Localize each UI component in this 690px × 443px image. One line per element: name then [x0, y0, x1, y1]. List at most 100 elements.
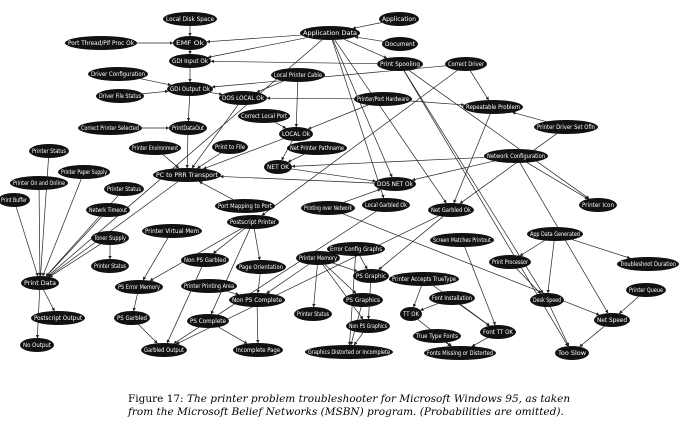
edge-application-to-application_data: [352, 22, 382, 30]
node-screen-matches-printout: Screen Matches Printout: [430, 233, 494, 247]
node-incomplete-page: Incomplete Page: [233, 343, 283, 357]
node-printer-driver-settings: Printer Driver Set Ofln: [534, 120, 598, 134]
edge-net_garbled-to-ps_graphic_a: [378, 216, 444, 270]
node-label: Net Garbled Ok: [431, 207, 471, 214]
node-tt-ok: TT OK: [400, 307, 422, 321]
node-label: Toner Supply: [93, 235, 126, 242]
edge-font_installation-to-tt_ok: [420, 303, 438, 311]
node-ellipse: [212, 140, 248, 154]
node-gdi-output-ok: GDI Output Ok: [167, 82, 213, 96]
node-garbled-output: Garbled Output: [141, 343, 187, 357]
node-correct-driver: Correct Driver: [445, 57, 487, 71]
node-ellipse: [389, 272, 459, 286]
node-postscript-output: Postscript Output: [31, 311, 85, 325]
node-ellipse: [233, 343, 283, 357]
edge-printer_printing_area-to-non_ps_complete: [227, 290, 240, 296]
node-correct-local-port: Correct Local Port: [238, 109, 290, 123]
node-label: No Output: [23, 342, 52, 349]
node-ellipse: [296, 251, 340, 265]
edge-print_buffer-to-print_data: [15, 206, 39, 277]
edge-correct_local_port-to-local_ok: [275, 122, 287, 129]
node-print-spooling: Print Spooling: [377, 57, 423, 71]
node-toner-supply: Toner Supply: [91, 231, 129, 245]
node-printer-queue: Printer Queue: [626, 283, 666, 297]
edge-printer_queue-to-net_speed: [618, 296, 639, 314]
edge-printer_port_hardware-to-dos_local_ok: [266, 96, 355, 100]
node-label: Driver File Status: [99, 93, 141, 100]
node-ellipse: [271, 68, 325, 82]
node-ellipse: [96, 89, 144, 103]
node-ellipse: [181, 279, 237, 293]
edge-local_ok-to-pc_to_printer_transport: [202, 138, 284, 170]
node-ellipse: [377, 57, 423, 71]
node-label: Font Installation: [432, 295, 472, 302]
node-ellipse: [153, 168, 221, 182]
node-printer-status-left: Printer Status: [91, 259, 129, 273]
node-port-mapping: Port Mapping to Port: [215, 199, 275, 213]
figure-caption: Figure 17: The printer problem troublesh…: [128, 393, 578, 419]
node-printer-environment: Printer Environment: [129, 141, 181, 155]
node-ellipse: [163, 12, 217, 26]
node-label: Driver Configuration: [91, 71, 145, 78]
edge-printer_memory-to-ps_graphic_a: [332, 262, 358, 273]
node-label: Correct Local Port: [241, 113, 288, 120]
node-print-processor: Print Processor: [489, 255, 531, 269]
edge-non_ps_garbled-to-garbled_output: [166, 266, 203, 344]
node-label: Print Spooling: [380, 61, 420, 68]
node-label: Incomplete Page: [236, 347, 280, 354]
edge-network_timeout-to-print_data: [45, 216, 103, 277]
node-ellipse: [227, 215, 279, 229]
node-ellipse: [181, 253, 229, 267]
node-label: Printer Status: [297, 311, 329, 318]
edge-postscript_printer-to-page_orientation: [253, 228, 261, 261]
edge-repeatable_problem-to-net_garbled: [453, 113, 491, 204]
node-net-ok: NET OK: [264, 160, 292, 174]
node-print-data-ok: PrintDataOut: [169, 121, 207, 135]
node-ellipse: [300, 26, 360, 40]
node-label: Net Printer Pathname: [290, 145, 344, 152]
node-ellipse: [489, 255, 531, 269]
node-ellipse: [429, 291, 475, 305]
node-ellipse: [353, 269, 389, 283]
node-label: Correct Printer Selected: [81, 125, 139, 132]
edge-print_spooling-to-printer_icon: [408, 70, 590, 200]
node-local-ok: LOCAL Ok: [279, 127, 313, 141]
node-ellipse: [229, 293, 285, 307]
node-label: Too Slow: [557, 350, 586, 357]
node-label: Printer Status: [32, 148, 66, 155]
node-ellipse: [10, 176, 68, 190]
node-label: Printer On and Online: [13, 180, 65, 187]
node-label: Print Buffer: [1, 197, 27, 204]
node-ellipse: [424, 346, 496, 360]
node-print-to-file: Print to File: [212, 140, 248, 154]
node-ps-complete: PS Complete: [187, 314, 229, 328]
figure-caption-text: The printer problem troubleshooter for M…: [128, 393, 571, 418]
edge-screen_matches_printout-to-font_tt_ok: [464, 246, 496, 326]
edge-printer_driver_settings-to-net_garbled: [459, 133, 557, 204]
node-print-buffer: Print Buffer: [0, 193, 30, 207]
node-label: Printer Printing Area: [184, 283, 234, 290]
node-ellipse: [480, 325, 516, 339]
node-label: Print Data: [24, 280, 56, 287]
edge-desk_speed-to-too_slow: [549, 306, 570, 347]
edge-printer_memory-to-non_ps_complete: [266, 264, 309, 294]
node-printing-over-network: Printing over Network: [301, 201, 355, 215]
node-ellipse: [169, 54, 211, 68]
node-label: Error Config Graphs: [330, 246, 382, 253]
node-label: LOCAL Ok: [282, 131, 310, 138]
edge-ps_garbled-to-garbled_output: [138, 324, 158, 344]
node-ellipse: [31, 311, 85, 325]
edge-non_ps_graphics-to-graphics_distorted: [353, 332, 364, 346]
edge-print_spooling-to-gdi_input_ok: [210, 59, 378, 65]
node-label: NET OK: [267, 164, 290, 171]
node-label: Printer Paper Supply: [61, 169, 107, 176]
node-local-printer-cable: Local Printer Cable: [271, 68, 325, 82]
node-net-speed: Net Speed: [594, 313, 630, 327]
node-ellipse: [428, 203, 474, 217]
edge-driver_configuration-to-gdi_output_ok: [140, 78, 172, 87]
node-ellipse: [115, 280, 163, 294]
node-label: Printer Status: [107, 186, 141, 193]
node-label: Printer Driver Set Ofln: [537, 124, 595, 131]
node-label: PS Complete: [190, 318, 226, 325]
